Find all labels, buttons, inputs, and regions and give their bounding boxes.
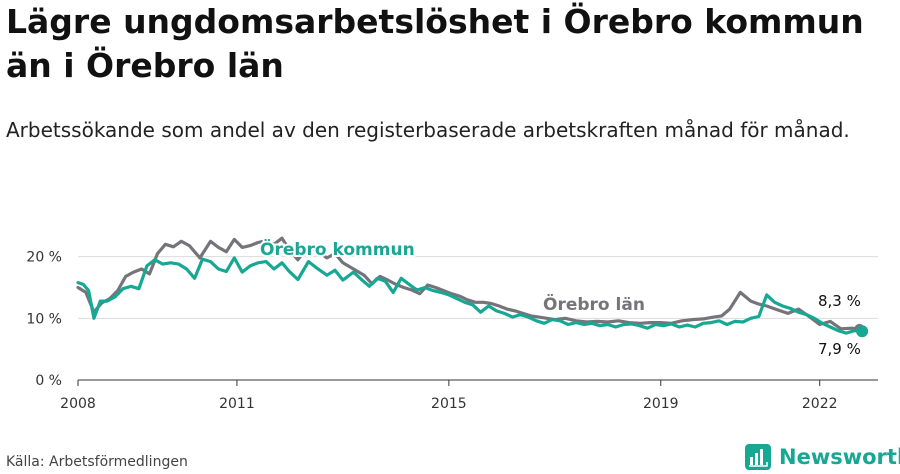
y-tick-label: 20 % [26,250,62,266]
x-tick-label: 2011 [219,396,255,412]
newsworthy-logo-icon [745,444,771,470]
end-dot-orebro-kommun [856,325,869,338]
chart-title: Lägre ungdomsarbetslöshet i Örebro kommu… [6,2,864,85]
x-tick-label: 2019 [643,396,679,412]
series-label-orebro-kommun: Örebro kommun [260,238,415,260]
brand-logo-block: Newsworthy [745,442,900,472]
x-tick-label: 2008 [60,396,96,412]
x-tick-label: 2022 [802,396,838,412]
series-label-orebro-lan: Örebro län [543,293,645,315]
brand-name: Newsworthy [779,445,900,469]
y-tick-label: 0 % [35,373,62,389]
series-line-orebro-lan [76,236,862,331]
end-value-orebro-lan: 8,3 % [818,292,861,310]
y-tick-label: 10 % [26,311,62,327]
end-value-orebro-kommun: 7,9 % [818,340,861,358]
source-note: Källa: Arbetsförmedlingen [6,454,188,470]
x-tick-label: 2015 [431,396,467,412]
series-line-orebro-kommun [76,256,864,335]
chart-subtitle: Arbetssökande som andel av den registerb… [6,118,850,142]
